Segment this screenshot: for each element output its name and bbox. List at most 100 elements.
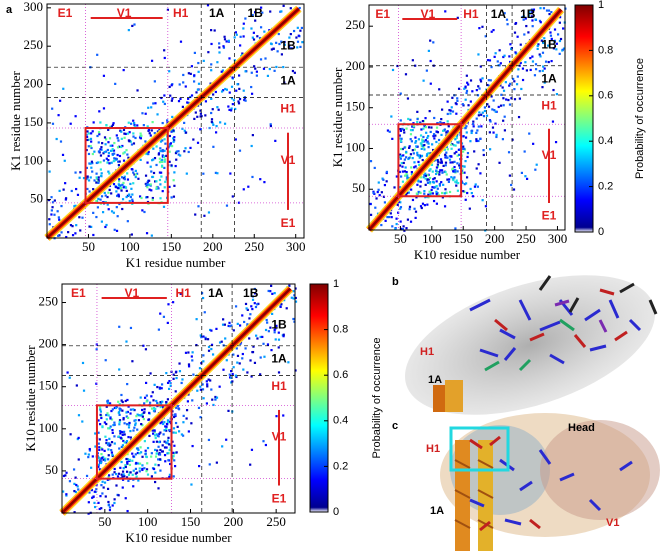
texture (552, 88, 555, 92)
texture (236, 83, 239, 86)
texture (90, 166, 93, 169)
texture (193, 74, 196, 77)
texture (189, 72, 192, 75)
texture (118, 423, 121, 426)
texture (91, 152, 94, 156)
texture (438, 184, 441, 187)
texture (443, 205, 447, 208)
texture (90, 488, 93, 492)
texture (444, 170, 447, 174)
texture (163, 138, 166, 141)
texture (253, 65, 256, 68)
texture (477, 125, 480, 128)
texture (139, 158, 142, 161)
texture (132, 142, 136, 145)
texture (416, 151, 419, 154)
texture (138, 462, 142, 465)
texture (463, 183, 466, 186)
texture (95, 215, 98, 219)
texture (401, 180, 405, 183)
texture (163, 421, 166, 424)
texture (524, 17, 527, 20)
texture (215, 327, 218, 330)
texture (146, 125, 149, 128)
texture (486, 103, 489, 106)
texture (298, 6, 301, 10)
texture (513, 88, 516, 91)
texture (446, 156, 449, 159)
texture (180, 433, 184, 436)
texture (478, 87, 481, 90)
texture (117, 160, 120, 163)
texture (99, 148, 102, 151)
texture (107, 458, 110, 461)
texture (99, 121, 102, 124)
panel-label: c (392, 420, 398, 432)
texture (454, 227, 457, 230)
texture (481, 199, 484, 202)
texture (464, 127, 467, 130)
texture (103, 136, 107, 139)
texture (150, 129, 153, 132)
texture (108, 188, 111, 191)
texture (196, 115, 199, 118)
texture (472, 122, 475, 126)
texture (103, 150, 106, 154)
texture (230, 85, 234, 88)
texture (429, 193, 432, 196)
texture (453, 152, 456, 155)
texture (119, 186, 123, 190)
texture (243, 98, 246, 102)
texture (161, 150, 164, 153)
texture (123, 151, 126, 154)
texture (117, 472, 121, 475)
texture (75, 224, 78, 227)
texture (113, 471, 116, 474)
texture (534, 68, 538, 71)
texture (133, 121, 136, 125)
texture (259, 178, 262, 181)
texture (111, 144, 114, 147)
texture (173, 171, 176, 174)
texture (122, 473, 125, 476)
texture (246, 371, 249, 374)
texture (65, 494, 68, 497)
texture (90, 132, 93, 135)
texture (415, 196, 418, 199)
texture (116, 146, 120, 149)
texture (553, 40, 556, 44)
texture (185, 409, 189, 412)
texture (382, 195, 386, 198)
texture (117, 435, 121, 438)
texture (117, 411, 121, 414)
texture (96, 53, 99, 56)
texture (129, 429, 132, 433)
texture (109, 149, 113, 152)
texture (187, 351, 190, 354)
texture (502, 119, 505, 122)
texture (476, 185, 479, 188)
texture (123, 430, 126, 433)
texture (105, 223, 108, 227)
texture (50, 213, 53, 216)
texture (408, 146, 411, 149)
texture (207, 378, 210, 381)
texture (111, 152, 114, 156)
texture (187, 393, 190, 396)
texture (152, 171, 156, 175)
texture (436, 187, 439, 190)
texture (456, 162, 459, 165)
texture (165, 371, 168, 375)
texture (88, 447, 91, 451)
texture (97, 178, 100, 181)
texture (405, 127, 408, 130)
texture (455, 181, 458, 184)
texture (174, 431, 177, 434)
texture (127, 435, 130, 439)
texture (73, 511, 76, 514)
texture (152, 432, 155, 435)
texture (532, 142, 535, 145)
texture (499, 62, 502, 65)
texture (428, 169, 431, 172)
texture (172, 451, 175, 454)
